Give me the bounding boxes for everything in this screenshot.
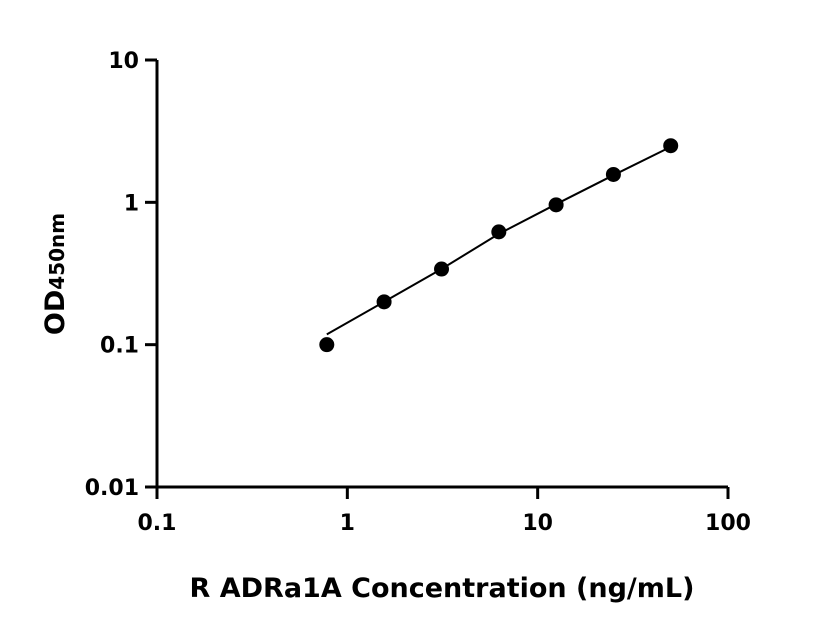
x-tick-label: 10 xyxy=(522,511,553,536)
y-axis-label: OD450nm xyxy=(40,213,71,335)
data-point xyxy=(434,261,450,277)
data-point xyxy=(491,224,507,240)
axes xyxy=(155,60,728,489)
ticks: 0.1 1 10 100 0.01 0.1 1 10 xyxy=(85,49,751,536)
x-axis-label: R ADRa1A Concentration (ng/mL) xyxy=(190,573,695,604)
data-point xyxy=(319,337,335,353)
y-tick-label: 0.1 xyxy=(100,334,139,359)
y-axis-label-sub: 450nm xyxy=(45,213,69,290)
y-axis-label-main: OD xyxy=(40,290,71,335)
data-point xyxy=(548,197,564,213)
data-points xyxy=(319,138,679,353)
data-point xyxy=(663,138,679,154)
y-tick-label: 1 xyxy=(124,191,139,216)
y-tick-label: 10 xyxy=(108,49,139,74)
y-tick-label: 0.01 xyxy=(85,476,139,501)
x-tick-label: 1 xyxy=(340,511,355,536)
data-point xyxy=(376,294,392,310)
x-tick-label: 100 xyxy=(705,511,751,536)
data-point xyxy=(605,166,621,182)
x-tick-label: 0.1 xyxy=(138,511,177,536)
